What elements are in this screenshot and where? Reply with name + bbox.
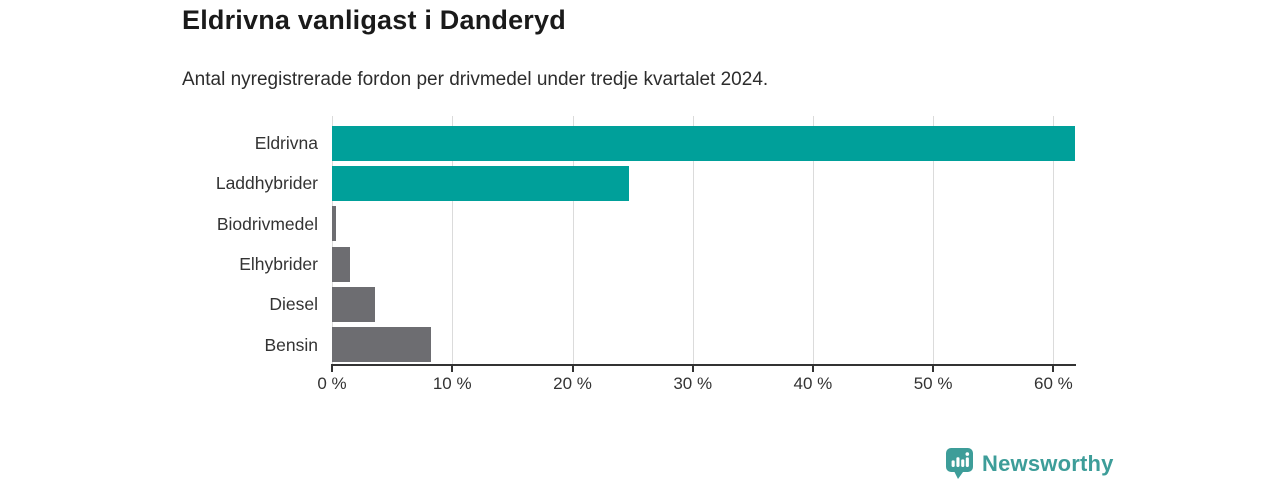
x-axis-line [332,364,1076,366]
bar-eldrivna [332,125,1075,161]
tick-label-20: 20 % [553,374,592,393]
tick-label-60: 60 % [1034,374,1073,393]
category-label: Bensin [264,334,318,355]
bar-row: Elhybrider [0,244,1090,284]
category-label: Elhybrider [239,253,318,274]
tick-mark-10 [451,364,454,372]
gridline-40 [812,116,814,365]
gridline-30 [692,116,694,365]
gridline-10 [452,116,454,365]
bar-chart-bubble-icon [946,448,973,479]
chart-subtitle: Antal nyregistrerade fordon per drivmede… [182,69,769,90]
category-label: Biodrivmedel [216,213,318,234]
brand-name: Newsworthy [982,450,1114,476]
category-label: Diesel [269,294,318,315]
tick-label-50: 50 % [913,374,953,393]
category-label: Laddhybrider [215,173,318,194]
tick-label-10: 10 % [432,374,472,393]
bar-row: Diesel [0,284,1090,324]
tick-mark-30 [691,364,694,372]
gridline-60 [1053,116,1055,365]
bar-rows: Eldrivna Laddhybrider Biodrivmedel Elhybrid… [0,123,1090,365]
tick-mark-0 [331,364,333,372]
bar-bensin [332,327,431,363]
bar-elhybrider [332,246,350,282]
bar-row: Eldrivna [0,123,1090,163]
category-label: Eldrivna [254,133,318,153]
tick-label-30: 30 % [673,374,713,393]
tick-label-0: 0 % [317,374,347,393]
bar-row: Biodrivmedel [0,204,1090,244]
tick-mark-20 [571,364,574,372]
bar-row: Bensin [0,325,1090,365]
bar-diesel [332,287,376,322]
brand-logo: Newsworthy [946,448,1114,479]
bar-row: Laddhybrider [0,163,1090,203]
bar-biodrivmedel [332,206,336,242]
chart-title: Eldrivna vanligast i Danderyd [182,5,566,35]
tick-mark-50 [932,364,935,372]
gridline-50 [933,116,935,365]
bar-laddhybrider [332,166,629,202]
gridline-20 [572,116,574,365]
tick-mark-40 [811,364,814,372]
tick-mark-60 [1052,364,1055,372]
tick-label-40: 40 % [793,374,833,393]
